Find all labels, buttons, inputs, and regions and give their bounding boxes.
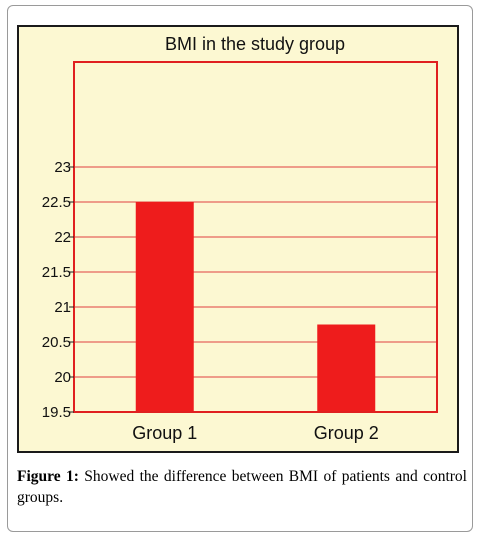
bar-group-2 xyxy=(317,324,376,412)
caption-text: Showed the difference between BMI of pat… xyxy=(17,468,467,506)
y-tick-label: 20.5 xyxy=(42,334,71,351)
y-tick-label: 20 xyxy=(54,369,71,386)
chart-title: BMI in the study group xyxy=(165,34,345,54)
x-tick-label: Group 2 xyxy=(314,423,379,443)
bar-group-1 xyxy=(135,202,194,412)
x-tick-label: Group 1 xyxy=(132,423,197,443)
y-tick-label: 21 xyxy=(54,299,71,316)
y-tick-label: 19.5 xyxy=(42,404,71,421)
y-tick-label: 22.5 xyxy=(42,194,71,211)
y-tick-label: 21.5 xyxy=(42,264,71,281)
bars xyxy=(135,202,376,412)
y-tick-label: 23 xyxy=(54,159,71,176)
y-tick-label: 22 xyxy=(54,229,71,246)
chart-panel xyxy=(17,25,459,453)
x-tick-labels: Group 1 Group 2 xyxy=(132,423,379,443)
gridlines xyxy=(74,166,437,378)
y-tick-labels: 19.5 20 20.5 21 21.5 22 22.5 23 xyxy=(42,159,74,421)
figure-caption: Figure 1: Showed the difference between … xyxy=(17,466,467,508)
caption-label: Figure 1: xyxy=(17,468,79,485)
